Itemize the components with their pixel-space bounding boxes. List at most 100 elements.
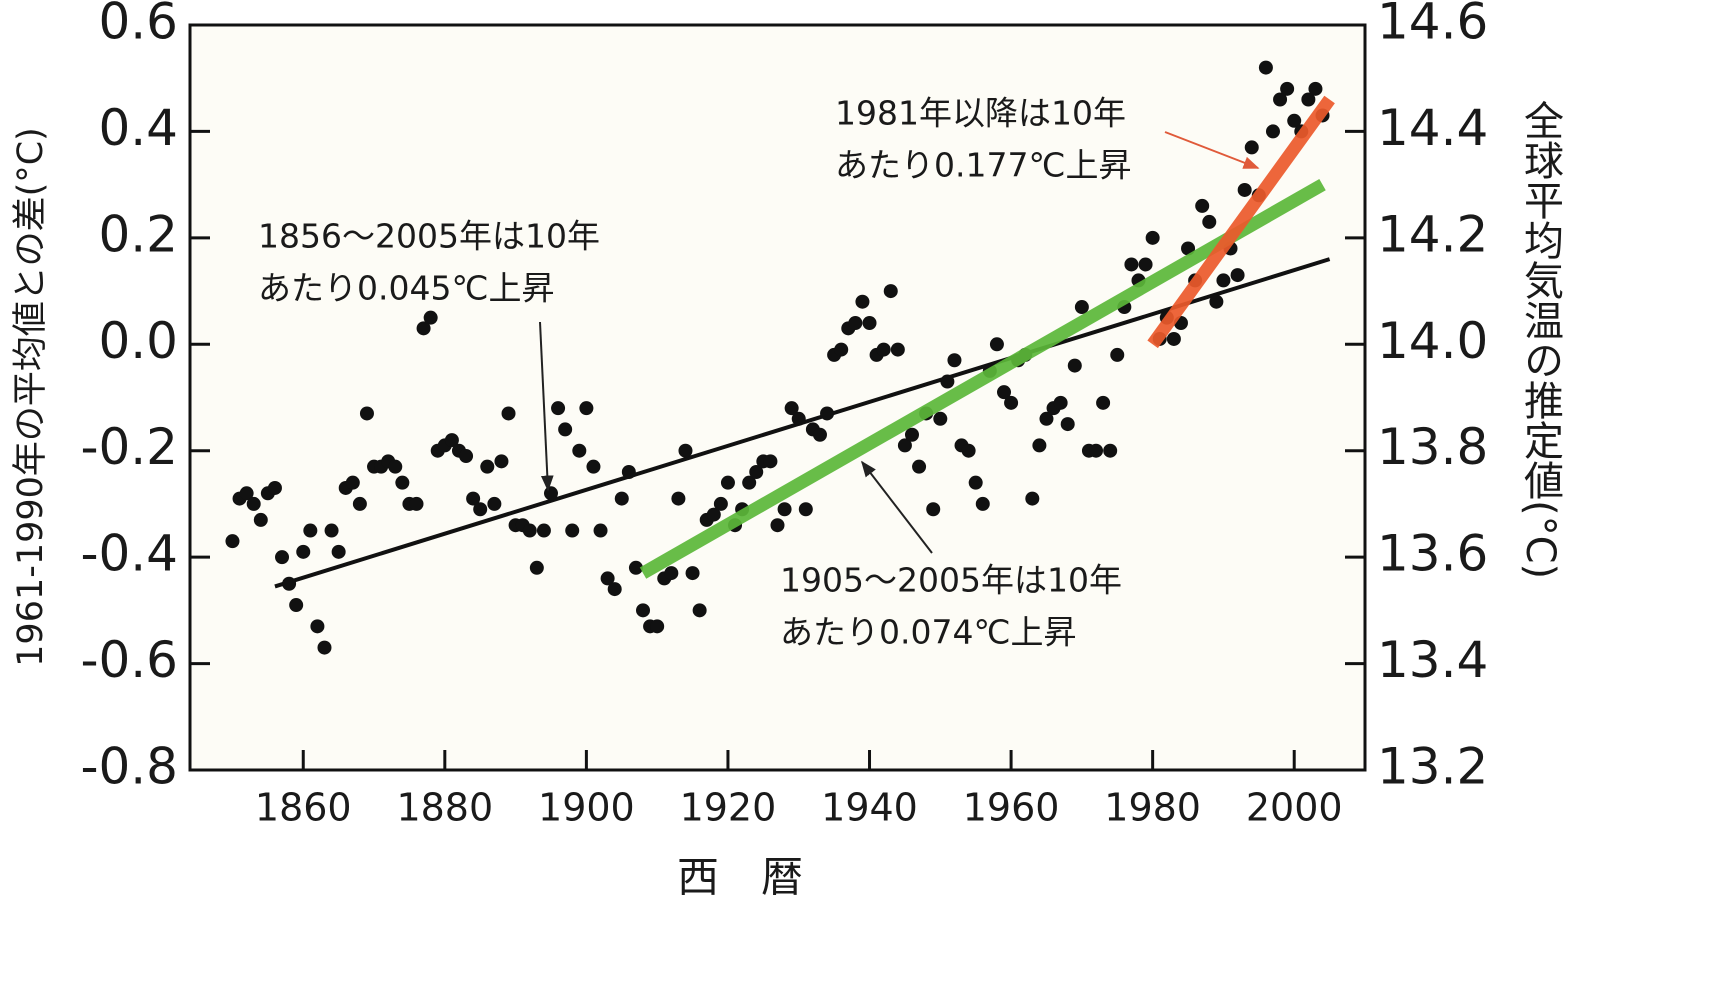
data-point [487,496,502,511]
data-point [310,619,325,634]
data-point [239,486,254,501]
annotation-arrow [539,321,554,492]
data-point [1230,268,1245,283]
data-point [501,406,516,421]
data-point [975,496,990,511]
y-tick-label: 0.4 [98,99,178,157]
x-axis-title: 西 暦 [677,853,803,902]
data-point [763,454,778,469]
data-point [890,342,905,357]
y2-tick-label: 13.4 [1377,631,1488,689]
y2-axis-title: 全球平均気温の推定値(°C) [1517,100,1564,579]
data-point [579,401,594,416]
data-point [989,337,1004,352]
y2-tick-label: 14.2 [1377,205,1488,263]
data-point [1280,81,1295,96]
data-point [820,406,835,421]
data-point [1195,198,1210,213]
data-point [480,459,495,474]
data-point [536,523,551,538]
data-point [267,480,282,495]
data-point [317,640,332,655]
data-point [586,459,601,474]
data-point [1025,491,1040,506]
data-point [926,502,941,517]
plot-area [190,25,1365,770]
data-point [876,342,891,357]
data-point [558,422,573,437]
y-tick-label: -0.6 [80,631,178,689]
data-point [593,523,608,538]
data-point [324,523,339,538]
data-point [289,598,304,613]
data-point [494,454,509,469]
y-tick-label: -0.8 [80,738,178,796]
data-point [572,443,587,458]
y2-tick-label: 13.2 [1377,738,1488,796]
data-point [331,544,346,559]
data-point [409,496,424,511]
data-point [466,491,481,506]
data-point [345,475,360,490]
data-point [1032,438,1047,453]
data-point [303,523,318,538]
y2-tick-label: 14.6 [1377,0,1488,51]
data-point [897,438,912,453]
data-point [883,284,898,299]
data-point [296,544,311,559]
data-point [678,443,693,458]
data-point [1258,60,1273,75]
data-point [848,316,863,330]
annotation: 1981年以降は10年 [835,94,1126,133]
annotation: あたり0.177℃上昇 [835,146,1132,185]
data-point [713,496,728,511]
x-tick-label: 1880 [396,786,493,830]
trend-line [639,178,1326,579]
data-point [275,550,290,565]
data-point [791,411,806,426]
data-point [1166,331,1181,346]
data-point [650,619,665,634]
data-point [798,502,813,517]
data-point [1202,214,1217,229]
data-point [395,475,410,490]
data-point [1301,92,1316,107]
y-tick-label: 0.2 [98,205,178,263]
y-tick-label: 0.6 [98,0,178,51]
data-point [1110,347,1125,362]
data-point [997,385,1012,400]
data-point [912,459,927,474]
y-tick-label: -0.2 [80,418,178,476]
data-point [444,433,459,448]
x-tick-label: 1940 [821,786,918,830]
annotation: あたり0.045℃上昇 [258,269,555,308]
data-point [1060,417,1075,432]
x-tick-label: 1960 [963,786,1060,830]
data-point [282,576,297,591]
x-tick-label: 2000 [1246,786,1343,830]
y-axis-title: 1961-1990年の平均値との差(°C) [11,127,51,667]
data-point [1124,257,1139,272]
data-point [1074,300,1089,315]
data-point [664,566,679,581]
data-point [225,534,240,549]
data-point [940,374,955,389]
y-tick-label: 0.0 [98,312,178,370]
data-point [628,560,643,575]
y2-tick-label: 14.0 [1377,312,1488,370]
annotation-arrow [861,460,933,554]
data-point [1209,294,1224,309]
data-point [621,465,636,479]
annotation: 1856～2005年は10年 [258,217,600,256]
data-point [742,475,757,490]
data-point [1287,113,1302,128]
data-point [459,449,474,464]
data-point [1138,257,1153,272]
x-tick-label: 1900 [538,786,635,830]
data-point [855,294,870,309]
data-point [862,316,877,330]
data-point [359,406,374,421]
data-point [614,491,629,506]
data-point [253,512,268,527]
data-point [904,427,919,442]
